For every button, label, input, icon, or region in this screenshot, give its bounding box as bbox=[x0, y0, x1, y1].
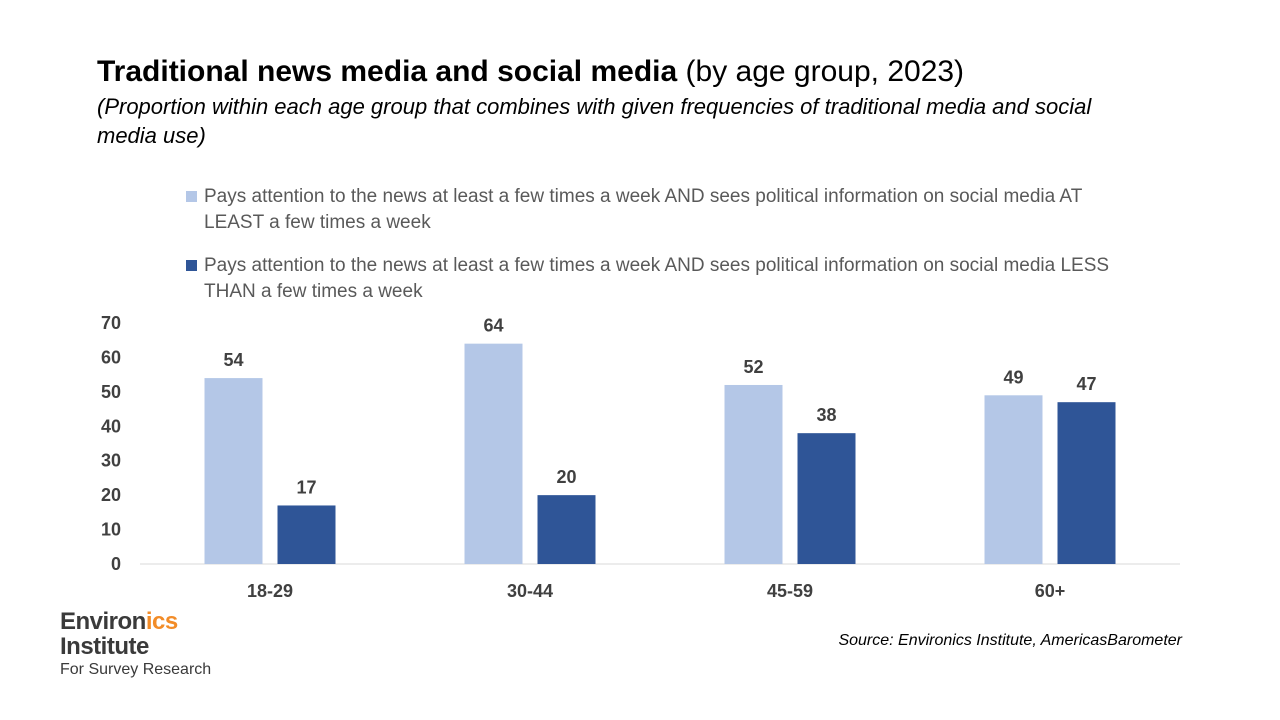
bar-at-least bbox=[724, 384, 783, 564]
x-category-label: 45-59 bbox=[767, 581, 813, 601]
y-tick-label: 40 bbox=[101, 416, 121, 436]
bar-less-than bbox=[537, 495, 596, 564]
bar-less-than bbox=[1057, 402, 1116, 564]
logo-wordmark: Environics bbox=[60, 608, 178, 635]
y-tick-label: 70 bbox=[101, 313, 121, 333]
chart-header: Traditional news media and social media … bbox=[97, 54, 1197, 150]
source-note: Source: Environics Institute, AmericasBa… bbox=[838, 632, 1182, 649]
y-tick-label: 0 bbox=[111, 554, 121, 574]
x-category-label: 30-44 bbox=[507, 581, 553, 601]
bar-at-least bbox=[984, 395, 1043, 564]
bar-at-least bbox=[464, 343, 523, 564]
legend-swatch-dark bbox=[186, 260, 197, 271]
chart-title-main: Traditional news media and social media bbox=[97, 55, 678, 88]
data-label: 38 bbox=[816, 405, 836, 425]
data-label: 20 bbox=[556, 467, 576, 487]
logo-institute: Institute bbox=[60, 633, 149, 660]
data-label: 52 bbox=[743, 357, 763, 377]
bar-less-than bbox=[277, 505, 336, 564]
y-tick-label: 20 bbox=[101, 485, 121, 505]
legend-label-less-than: Pays attention to the news at least a fe… bbox=[204, 255, 1110, 302]
x-category-label: 18-29 bbox=[247, 581, 293, 601]
y-tick-label: 50 bbox=[101, 382, 121, 402]
y-tick-label: 60 bbox=[101, 347, 121, 367]
x-category-label: 60+ bbox=[1035, 581, 1066, 601]
data-label: 47 bbox=[1076, 374, 1096, 394]
chart-title-qualifier: (by age group, 2023) bbox=[677, 55, 965, 88]
chart-subtitle: (Proportion within each age group that c… bbox=[97, 94, 1092, 148]
legend-label-at-least: Pays attention to the news at least a fe… bbox=[204, 186, 1082, 233]
data-label: 17 bbox=[296, 477, 316, 497]
legend-item-less-than: Pays attention to the news at least a fe… bbox=[186, 253, 1126, 305]
bar-less-than bbox=[797, 433, 856, 564]
environics-logo: Environics Institute For Survey Research bbox=[60, 609, 211, 680]
logo-tagline: For Survey Research bbox=[60, 661, 212, 678]
y-tick-label: 30 bbox=[101, 451, 121, 471]
legend-item-at-least: Pays attention to the news at least a fe… bbox=[186, 184, 1126, 236]
y-tick-label: 10 bbox=[101, 520, 121, 540]
data-label: 64 bbox=[483, 316, 503, 336]
data-label: 49 bbox=[1003, 367, 1023, 387]
legend-swatch-light bbox=[186, 191, 197, 202]
chart-legend: Pays attention to the news at least a fe… bbox=[186, 184, 1126, 322]
chart-title: Traditional news media and social media … bbox=[97, 54, 1197, 90]
bar-at-least bbox=[204, 378, 263, 564]
data-label: 54 bbox=[223, 350, 243, 370]
